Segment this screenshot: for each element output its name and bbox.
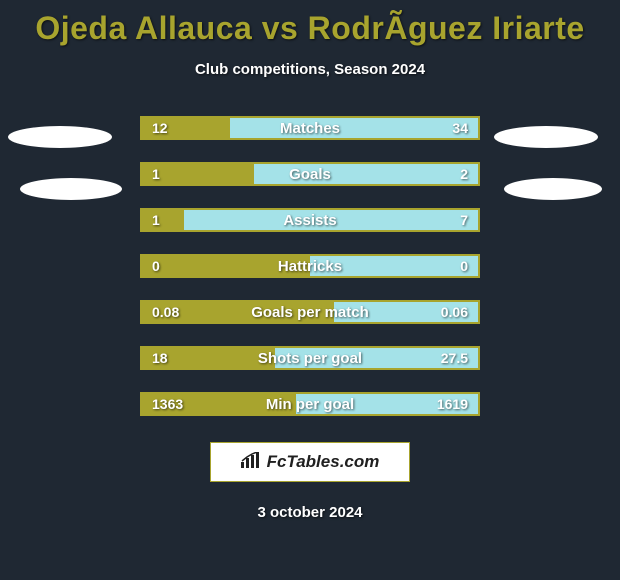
stat-label: Assists: [142, 210, 478, 230]
stat-bar: Hattricks0 0: [140, 254, 480, 278]
avatar-placeholder-left-1: [8, 126, 112, 148]
stat-bar: Goals per match0.08 0.06: [140, 300, 480, 324]
stat-value-left: 1: [152, 164, 160, 184]
stat-value-left: 1: [152, 210, 160, 230]
chart-icon: [241, 452, 261, 473]
stat-bar: Assists1 7: [140, 208, 480, 232]
comparison-bars: Matches1234Goals12Assists17Hattricks00Go…: [140, 116, 480, 416]
subtitle: Club competitions, Season 2024: [195, 61, 425, 78]
stat-value-left: 12: [152, 118, 168, 138]
date-label: 3 october 2024: [257, 504, 362, 521]
stat-bar: Shots per goal18 27.5: [140, 346, 480, 370]
stat-value-left: 0.08: [152, 302, 179, 322]
stat-bar: Min per goal1363 1619: [140, 392, 480, 416]
stat-value-right: 27.5: [441, 348, 468, 368]
stat-label: Goals per match: [142, 302, 478, 322]
stat-value-left: 0: [152, 256, 160, 276]
stat-value-right: 2: [460, 164, 468, 184]
stat-bar: Matches12 34: [140, 116, 480, 140]
stat-value-right: 1619: [437, 394, 468, 414]
stat-label: Min per goal: [142, 394, 478, 414]
stat-value-right: 7: [460, 210, 468, 230]
stat-value-right: 0.06: [441, 302, 468, 322]
avatar-placeholder-left-2: [20, 178, 122, 200]
stat-value-right: 0: [460, 256, 468, 276]
brand-text: FcTables.com: [267, 452, 380, 472]
avatar-placeholder-right-1: [494, 126, 598, 148]
stat-label: Matches: [142, 118, 478, 138]
stat-value-left: 1363: [152, 394, 183, 414]
avatar-placeholder-right-2: [504, 178, 602, 200]
page-title: Ojeda Allauca vs RodrÃ­guez Iriarte: [35, 10, 584, 47]
stat-bar: Goals1 2: [140, 162, 480, 186]
stat-label: Goals: [142, 164, 478, 184]
stat-label: Hattricks: [142, 256, 478, 276]
stat-label: Shots per goal: [142, 348, 478, 368]
brand-badge: FcTables.com: [210, 442, 410, 482]
stat-value-left: 18: [152, 348, 168, 368]
stats-comparison-card: Ojeda Allauca vs RodrÃ­guez Iriarte Club…: [0, 0, 620, 580]
stat-value-right: 34: [452, 118, 468, 138]
